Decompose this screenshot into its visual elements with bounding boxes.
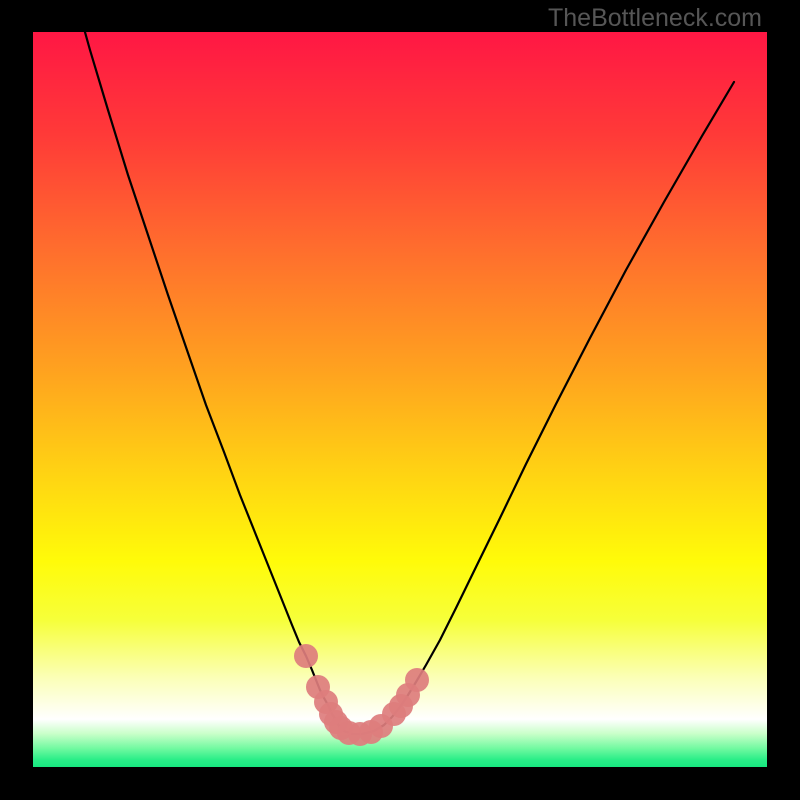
chart-svg <box>33 32 767 767</box>
data-marker <box>405 668 429 692</box>
watermark-text: TheBottleneck.com <box>548 4 762 33</box>
data-marker <box>294 644 318 668</box>
plot-area <box>33 32 767 767</box>
gradient-background <box>33 32 767 767</box>
chart-frame: TheBottleneck.com <box>0 0 800 800</box>
